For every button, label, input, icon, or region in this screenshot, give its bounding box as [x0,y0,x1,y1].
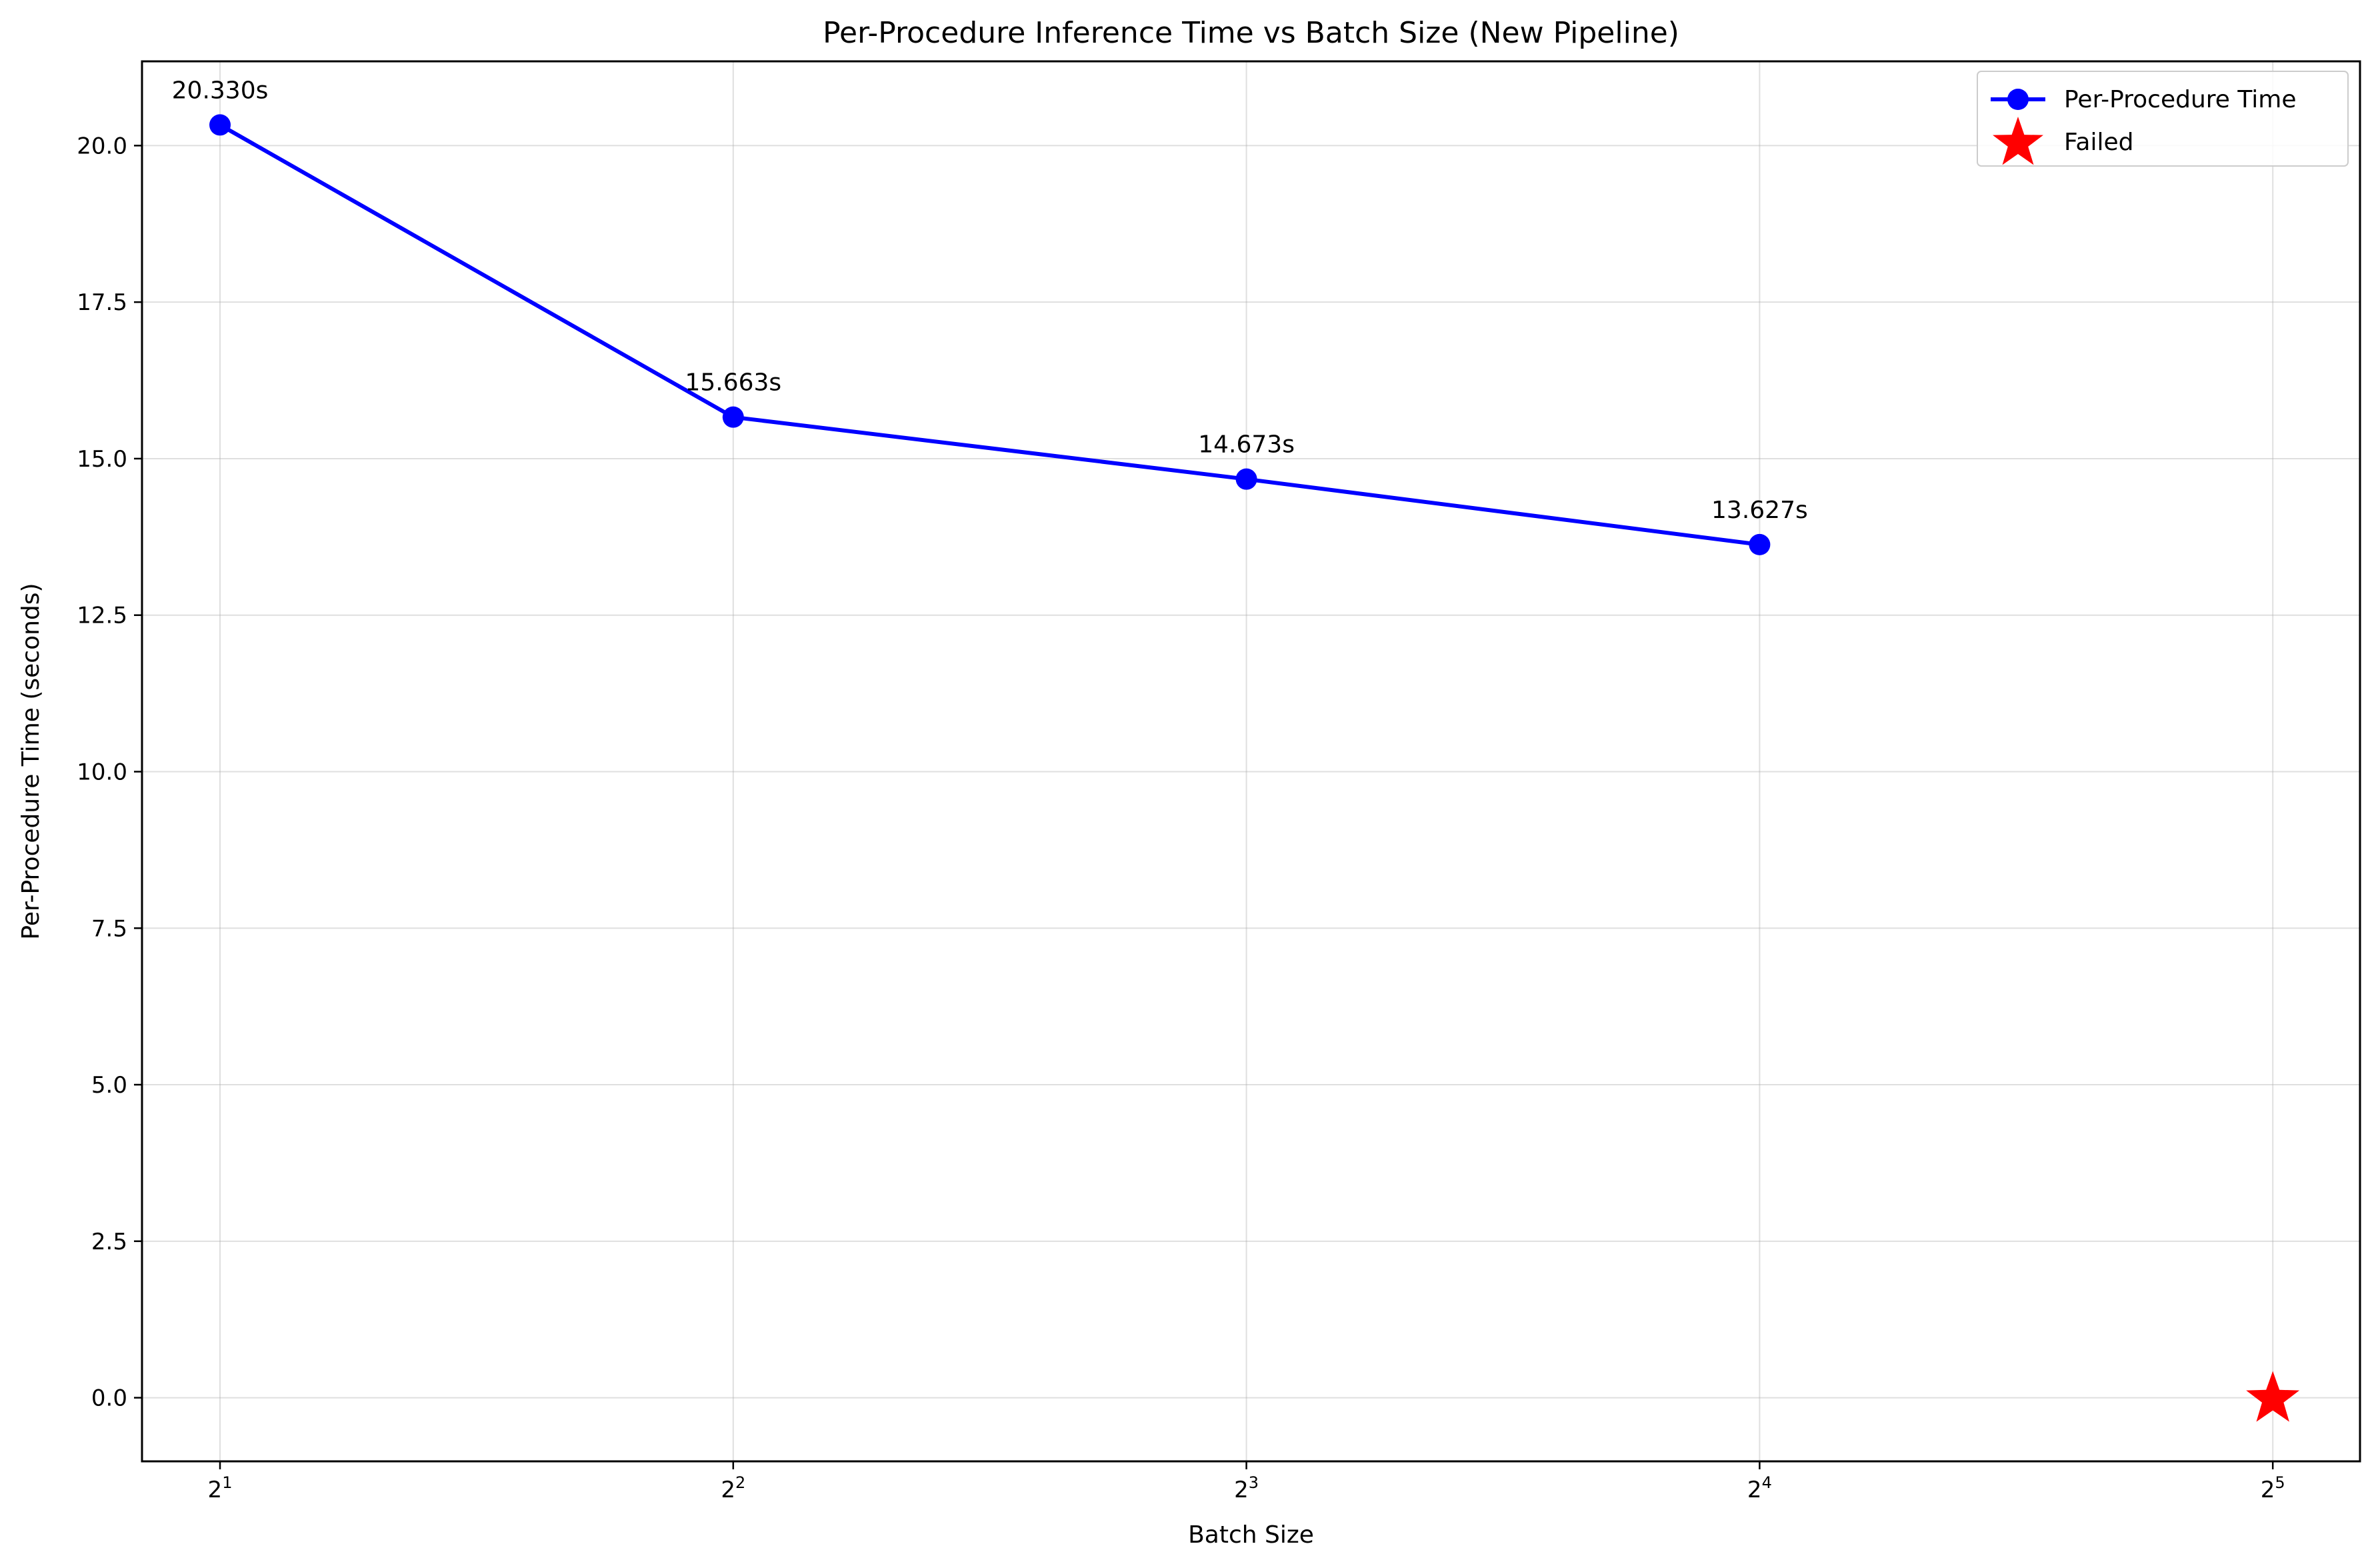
y-tick-label: 2.5 [91,1229,127,1255]
y-tick-label: 15.0 [77,446,127,473]
legend-label-failed: Failed [2064,129,2133,156]
x-tick-label: 24 [1747,1473,1772,1503]
data-label: 13.627s [1711,497,1808,524]
data-point [722,406,744,428]
chart-title: Per-Procedure Inference Time vs Batch Si… [823,16,1679,50]
legend-label-per-procedure: Per-Procedure Time [2064,86,2297,113]
ticks: 0.0 2.5 5.0 7.5 10.0 12.5 15.0 17.5 20.0 21 22 23 24… [77,133,2285,1503]
x-tick-label: 25 [2261,1473,2285,1503]
data-label: 15.663s [685,369,781,397]
data-label: 14.673s [1198,431,1295,459]
legend-marker-failed [1993,117,2043,165]
x-axis-label: Batch Size [1188,1521,1314,1549]
y-tick-label: 12.5 [77,603,127,629]
y-tick-label: 17.5 [77,289,127,316]
x-tick-label: 22 [721,1473,745,1503]
data-point [1749,533,1771,555]
grid [142,61,2360,1461]
failed-marker [2246,1371,2300,1422]
legend-marker-per-procedure [2007,89,2029,110]
y-tick-label: 5.0 [91,1072,127,1099]
data-label: 20.330s [172,77,269,104]
legend-box [1977,71,2349,167]
y-tick-label: 0.0 [91,1385,127,1412]
data-point [1235,468,1257,490]
y-tick-label: 7.5 [91,915,127,942]
series-line-per-procedure [219,123,1760,547]
y-tick-label: 20.0 [77,133,127,159]
x-tick-label: 23 [1234,1473,1259,1503]
x-tick-label: 21 [208,1473,233,1503]
series-layer: 20.330s 15.663s 14.673s 13.627s [172,77,2300,1422]
y-tick-label: 10.0 [77,759,127,785]
data-point [209,114,231,136]
axes-frame [141,60,2361,1463]
y-axis-label: Per-Procedure Time (seconds) [17,583,45,939]
legend: Per-Procedure Time Failed [1977,71,2349,167]
